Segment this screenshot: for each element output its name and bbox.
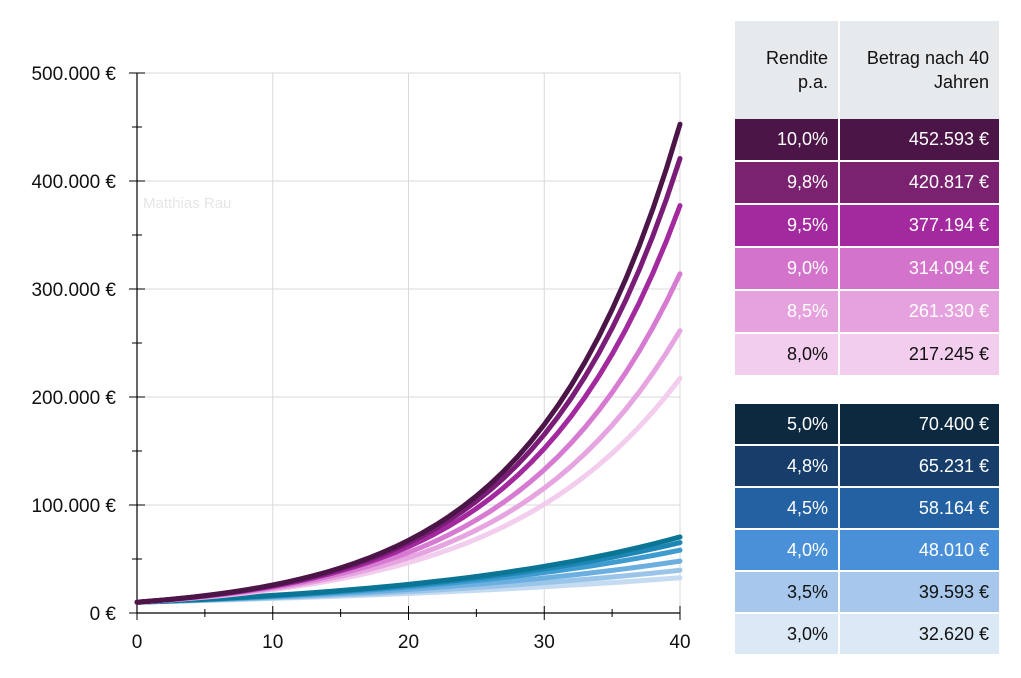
table_low-row: 4,8% 65.231 € [735,445,999,487]
amount-cell: 48.010 € [839,529,999,571]
x-tick-label: 20 [398,632,419,653]
table_high-row: 10,0% 452.593 € [735,119,999,161]
rate-cell: 10,0% [735,119,840,161]
table_high-row: 9,0% 314.094 € [735,247,999,290]
table_low-row: 5,0% 70.400 € [735,404,999,445]
watermark: Matthias Rau [143,195,231,212]
y-tick-label: 0 € [90,604,117,625]
series-line-5-0pct [134,534,683,605]
amount-cell: 261.330 € [839,290,999,333]
rate-cell: 9,5% [735,204,840,247]
amount-cell: 32.620 € [839,613,999,654]
table_low-row: 4,0% 48.010 € [735,529,999,571]
rate-cell: 9,8% [735,161,840,204]
returns-table-high: Rendite p.a. Betrag nach 40 Jahren 10,0%… [735,21,999,375]
y-tick-label: 400.000 € [31,172,116,193]
rate-cell: 5,0% [735,404,840,445]
amount-cell: 314.094 € [839,247,999,290]
rate-cell: 4,5% [735,487,840,529]
rate-cell: 4,8% [735,445,840,487]
amount-cell: 70.400 € [839,404,999,445]
x-tick-label: 10 [262,632,283,653]
amount-cell: 39.593 € [839,571,999,613]
x-tick-label: 30 [534,632,555,653]
x-tick-label: 40 [669,632,690,653]
rate-cell: 3,5% [735,571,840,613]
amount-cell: 65.231 € [839,445,999,487]
table_high-row: 9,8% 420.817 € [735,161,999,204]
rate-cell: 4,0% [735,529,840,571]
series-line-10-0pct [134,121,683,605]
amount-cell: 58.164 € [839,487,999,529]
chart-grid [137,72,681,613]
y-tick-label: 500.000 € [31,64,116,85]
table_high-row: 9,5% 377.194 € [735,204,999,247]
amount-cell: 377.194 € [839,204,999,247]
chart-axes [129,72,681,620]
x-tick-label: 0 [132,632,143,653]
amount-cell: 420.817 € [839,161,999,204]
rate-cell: 8,5% [735,290,840,333]
table_low-row: 3,0% 32.620 € [735,613,999,654]
header-amount: Betrag nach 40 Jahren [839,21,999,119]
rate-cell: 3,0% [735,613,840,654]
y-tick-label: 100.000 € [31,496,116,517]
rate-cell: 9,0% [735,247,840,290]
table_low-row: 3,5% 39.593 € [735,571,999,613]
series-lines [134,121,683,605]
amount-cell: 452.593 € [839,119,999,161]
y-tick-label: 200.000 € [31,388,116,409]
tick-labels: 0 € 100.000 € 200.000 € 300.000 € 400.000 € 5… [31,64,690,653]
rate-cell: 8,0% [735,333,840,375]
table_high-row: 8,0% 217.245 € [735,333,999,375]
amount-cell: 217.245 € [839,333,999,375]
table_low-row: 4,5% 58.164 € [735,487,999,529]
returns-table-low: 5,0% 70.400 €4,8% 65.231 €4,5% 58.164 €4,0%… [735,404,999,654]
table_high-row: 8,5% 261.330 € [735,290,999,333]
y-tick-label: 300.000 € [31,280,116,301]
header-rate: Rendite p.a. [735,21,840,119]
